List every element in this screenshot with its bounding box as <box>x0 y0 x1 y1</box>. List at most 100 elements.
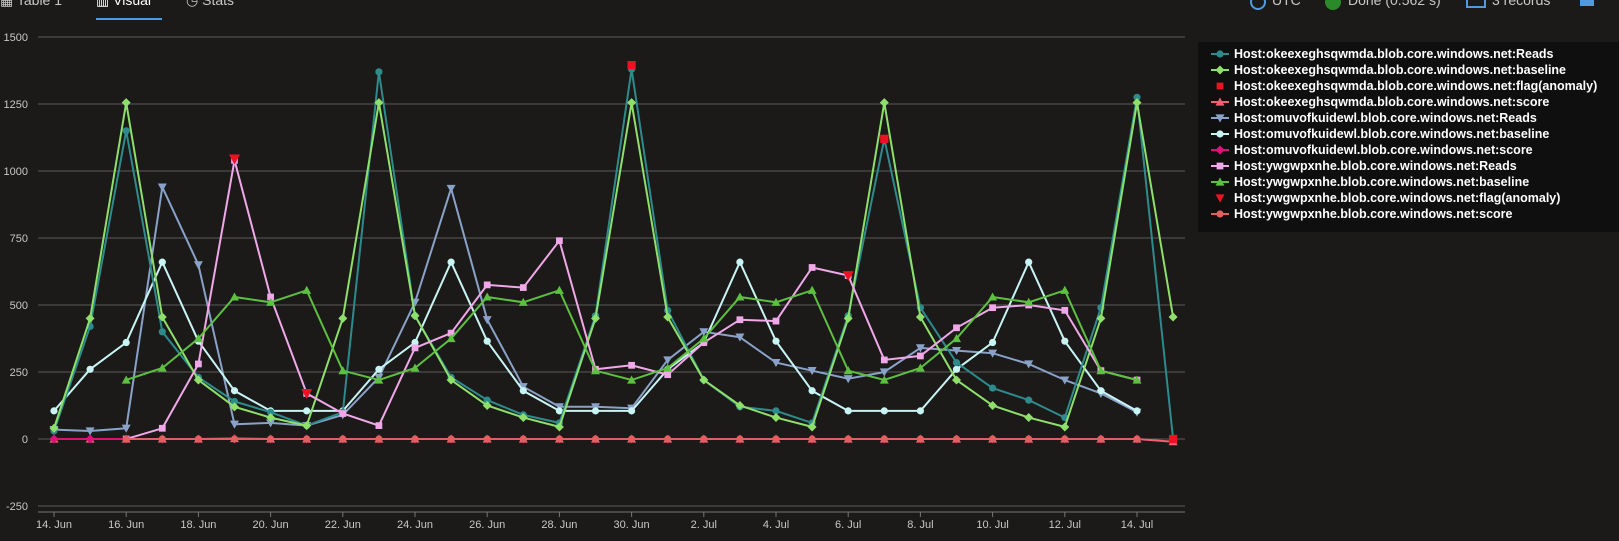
data-point <box>374 375 384 384</box>
data-point <box>410 363 420 372</box>
data-point <box>735 401 745 410</box>
legend-marker <box>1215 97 1225 106</box>
data-point <box>411 435 419 443</box>
data-point <box>230 387 239 395</box>
data-point <box>700 339 708 346</box>
data-point <box>772 435 780 443</box>
y-tick-label: 250 <box>10 367 28 379</box>
data-point <box>375 422 383 429</box>
data-point <box>230 435 239 443</box>
data-point <box>338 366 348 375</box>
data-point <box>447 258 455 266</box>
data-point <box>482 292 492 301</box>
data-point <box>482 316 492 325</box>
data-point <box>591 435 600 443</box>
data-point <box>1097 435 1105 443</box>
legend-marker <box>1216 50 1224 58</box>
x-tick-label: 22. Jun <box>325 519 361 531</box>
data-point <box>915 363 925 372</box>
data-point <box>85 427 95 436</box>
legend-label: Host:ywgwpxnhe.blob.core.windows.net:sco… <box>1234 207 1513 221</box>
data-point <box>628 361 635 369</box>
data-point <box>808 264 816 271</box>
data-point <box>952 346 961 356</box>
y-tick-label: 1500 <box>4 32 28 44</box>
data-point <box>194 435 202 443</box>
data-point <box>880 435 888 443</box>
legend-label: Host:okeexeghsqwmda.blob.core.windows.ne… <box>1234 47 1554 61</box>
data-point <box>411 344 419 352</box>
legend-symbol-icon <box>1211 130 1229 138</box>
legend-symbol-icon <box>1211 114 1229 123</box>
data-point <box>375 365 383 373</box>
data-point <box>1025 435 1033 443</box>
data-point <box>989 338 997 347</box>
data-point <box>193 334 203 343</box>
data-point <box>699 334 709 343</box>
legend-symbol-icon <box>1215 194 1225 203</box>
data-point <box>86 365 94 373</box>
legend-marker <box>1215 65 1225 75</box>
legend-symbol-icon <box>1211 177 1229 186</box>
data-point <box>266 297 276 306</box>
data-point <box>122 435 130 443</box>
data-point <box>230 292 239 301</box>
data-point <box>555 435 564 443</box>
legend-symbol-icon <box>1211 145 1229 155</box>
data-point <box>1133 407 1141 415</box>
data-point <box>771 297 781 306</box>
legend-marker <box>1216 130 1224 138</box>
tab-stats[interactable]: ◷ Stats <box>186 0 234 9</box>
data-point <box>157 312 167 322</box>
data-point <box>952 365 961 373</box>
y-tick-label: 1250 <box>4 99 28 111</box>
tab-visual[interactable]: ▥ Visual <box>96 0 151 9</box>
data-point <box>50 407 58 415</box>
chart-icon: ▥ <box>96 0 110 8</box>
series-1 <box>49 98 1178 433</box>
legend-label: Host:omuvofkuidewl.blob.core.windows.net… <box>1234 111 1537 125</box>
data-point <box>339 435 347 443</box>
data-point <box>988 292 998 301</box>
data-point <box>916 435 925 443</box>
data-point <box>230 420 239 429</box>
data-point <box>49 423 59 433</box>
data-point <box>843 366 853 375</box>
data-point <box>627 61 636 70</box>
data-point <box>411 338 419 347</box>
data-point <box>1132 98 1142 108</box>
data-point <box>556 237 563 245</box>
data-point <box>1097 387 1105 395</box>
data-point <box>880 407 888 415</box>
tab-table-1[interactable]: ▦ Table 1 <box>0 0 62 9</box>
active-tab-indicator <box>96 18 162 20</box>
data-point <box>1024 360 1034 369</box>
data-point <box>916 407 925 415</box>
x-tick-label: 14. Jul <box>1121 519 1153 531</box>
legend-symbol-icon <box>1211 162 1229 170</box>
data-point <box>1025 258 1033 266</box>
more-icon[interactable] <box>1580 0 1594 6</box>
x-tick-label: 20. Jun <box>253 519 289 531</box>
x-tick-label: 24. Jun <box>397 519 433 531</box>
data-point <box>193 261 203 270</box>
data-point <box>663 363 673 372</box>
data-point <box>989 304 996 312</box>
data-point <box>230 402 239 412</box>
data-point <box>230 397 239 406</box>
data-point <box>121 98 131 108</box>
data-point <box>880 134 889 143</box>
data-point <box>952 359 961 367</box>
legend-label: Host:okeexeghsqwmda.blob.core.windows.ne… <box>1234 95 1550 109</box>
data-point <box>303 435 311 443</box>
data-point <box>338 313 348 323</box>
data-point <box>158 424 166 432</box>
x-tick-label: 16. Jun <box>108 519 144 531</box>
data-point <box>1024 413 1034 423</box>
series-line <box>53 69 1175 440</box>
timezone-label[interactable]: UTC <box>1272 0 1301 8</box>
data-point <box>699 375 709 385</box>
data-point <box>807 367 817 376</box>
x-tick-label: 12. Jul <box>1049 519 1081 531</box>
data-point <box>879 98 889 108</box>
